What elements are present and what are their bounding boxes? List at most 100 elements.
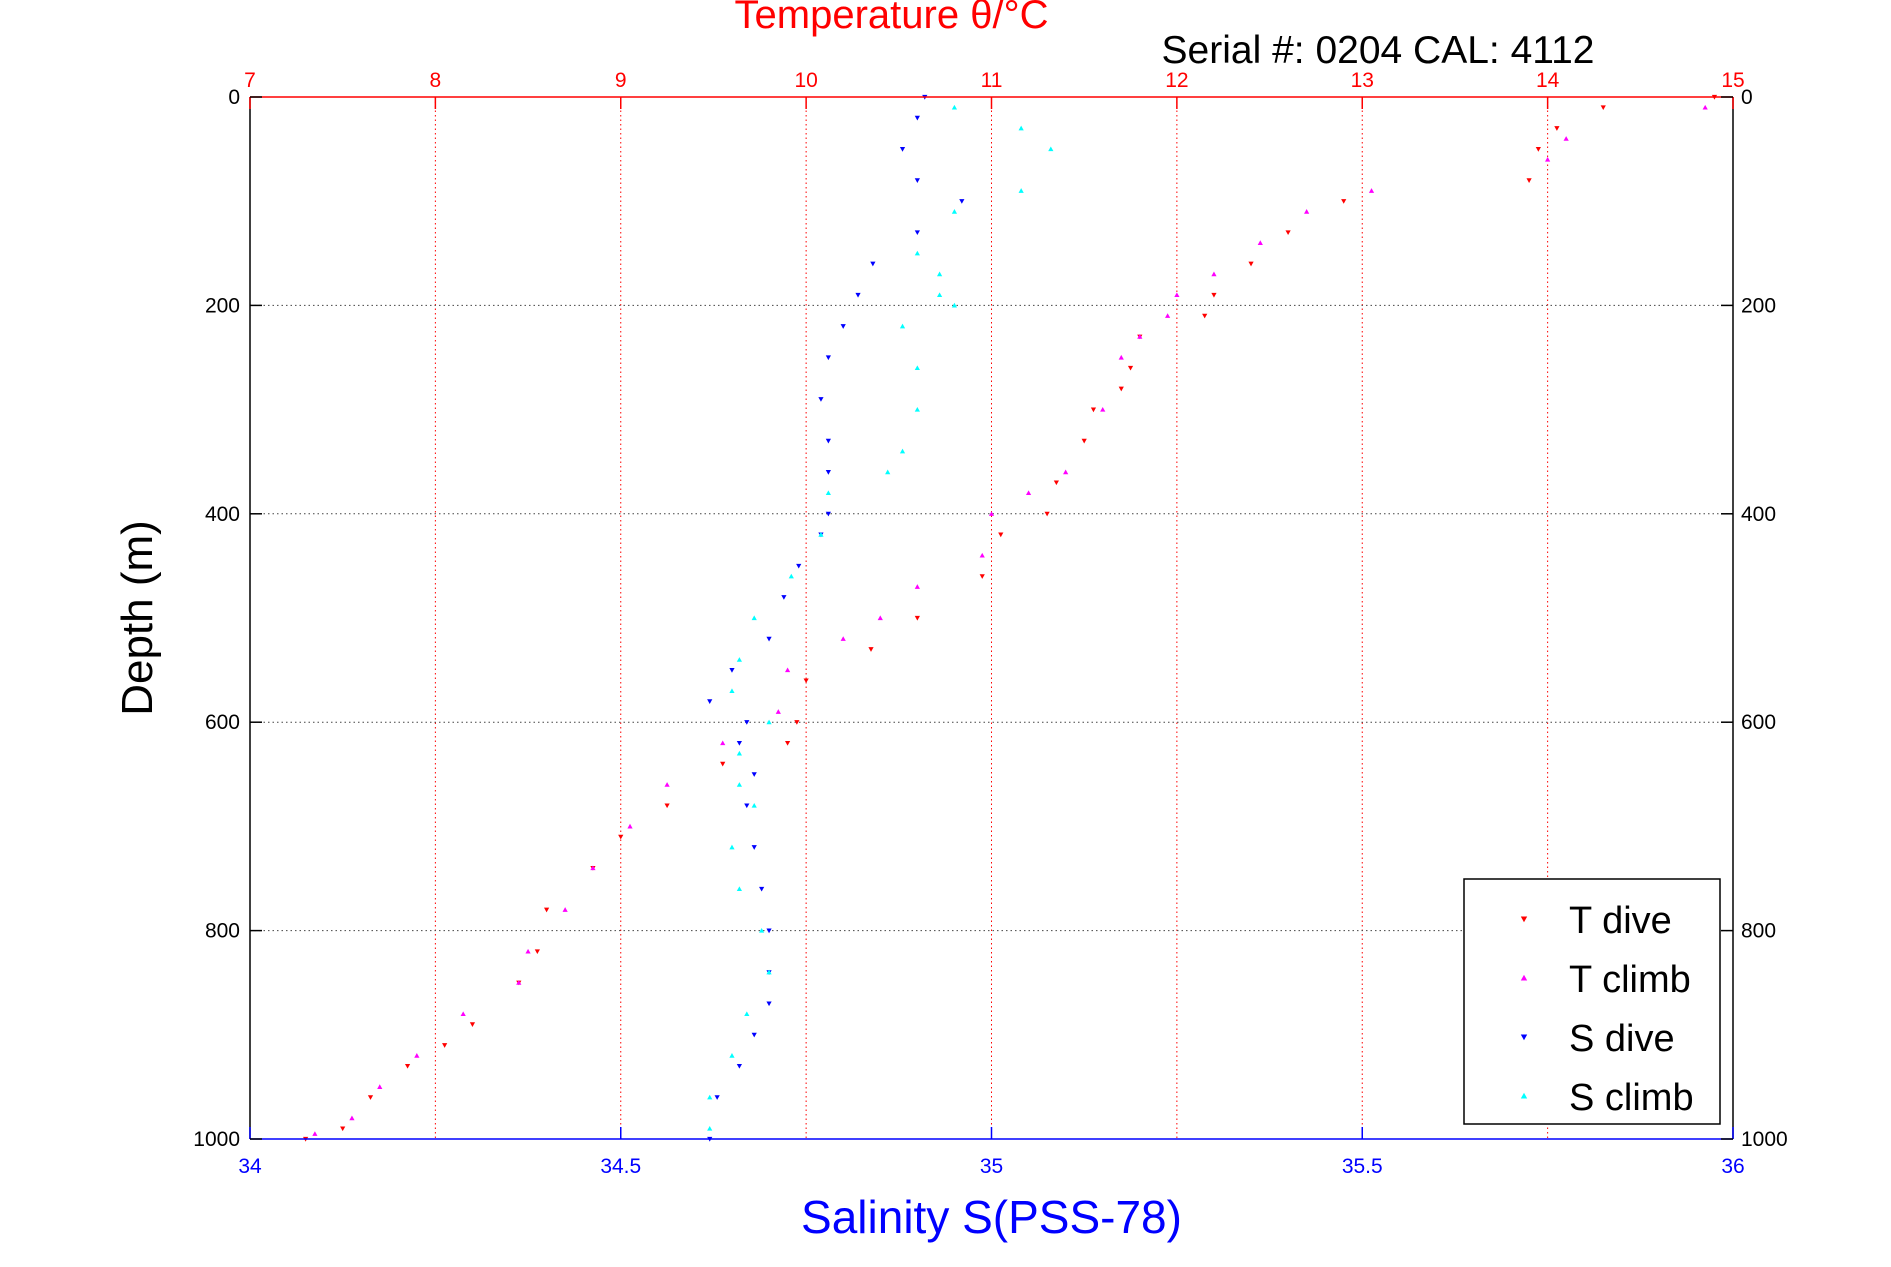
data-point	[1118, 354, 1124, 360]
bottom-tick-label: 34	[238, 1155, 262, 1178]
data-point	[729, 844, 735, 850]
data-point	[825, 470, 831, 475]
data-point	[784, 667, 791, 673]
data-point	[377, 1084, 383, 1089]
data-point	[714, 1095, 720, 1100]
data-point	[1044, 511, 1050, 517]
data-point	[525, 948, 531, 954]
data-point	[914, 584, 920, 589]
data-point	[544, 907, 550, 913]
data-point	[855, 292, 861, 298]
data-point	[736, 657, 742, 662]
legend-label: S dive	[1569, 1018, 1675, 1060]
data-point	[707, 1125, 713, 1131]
data-point	[736, 782, 742, 787]
chart-title: Temperature θ/°C	[735, 0, 1049, 37]
data-point	[914, 115, 920, 121]
top-tick-label: 7	[244, 69, 256, 92]
data-point	[367, 1095, 374, 1100]
data-point	[885, 469, 891, 475]
data-point	[751, 615, 757, 621]
data-point	[562, 907, 568, 912]
data-point	[414, 1053, 420, 1058]
data-point	[1554, 126, 1560, 131]
legend-item: S dive	[1520, 1018, 1675, 1060]
data-point	[736, 750, 742, 756]
data-point	[899, 323, 906, 329]
data-point	[877, 615, 883, 621]
data-point	[751, 845, 757, 850]
data-point	[1211, 292, 1217, 298]
data-point	[349, 1115, 355, 1121]
top-tick-label: 10	[794, 69, 817, 92]
legend: T dive T climb S dive S climb	[1463, 878, 1721, 1125]
data-point	[825, 438, 831, 444]
data-point	[751, 772, 757, 777]
data-point	[720, 740, 726, 746]
data-point	[840, 636, 846, 641]
data-point	[1304, 209, 1310, 214]
data-point	[1526, 178, 1532, 183]
legend-item: T dive	[1520, 900, 1672, 942]
data-point	[840, 324, 846, 329]
data-point	[825, 355, 831, 361]
data-point	[870, 261, 876, 267]
data-point	[751, 1032, 757, 1038]
data-point	[469, 1022, 476, 1027]
data-point	[1545, 156, 1551, 162]
left-tick-label: 1000	[193, 1128, 240, 1151]
legend-marker	[1520, 1034, 1528, 1041]
data-point	[1211, 271, 1217, 277]
legend-label: T climb	[1569, 959, 1691, 1001]
right-tick-label: 1000	[1741, 1128, 1788, 1151]
data-point	[1025, 490, 1032, 496]
data-point	[729, 1053, 735, 1058]
data-point	[1535, 147, 1541, 152]
left-tick-label: 0	[228, 86, 240, 109]
data-point	[1063, 469, 1069, 475]
series-t-dive	[303, 94, 1718, 1142]
right-tick-label: 0	[1741, 86, 1753, 109]
data-point	[794, 720, 800, 725]
legend-box	[1463, 878, 1721, 1125]
top-tick-label: 8	[430, 69, 442, 92]
y-axis-label-depth: Depth (m)	[113, 520, 162, 716]
data-point	[664, 782, 670, 787]
data-point	[590, 865, 596, 871]
data-point	[951, 104, 958, 110]
data-point	[936, 271, 943, 277]
legend-label: S climb	[1569, 1077, 1694, 1119]
data-point	[914, 365, 920, 370]
data-point	[1053, 480, 1059, 486]
x-axis-label-salinity: Salinity S(PSS-78)	[801, 1191, 1182, 1243]
data-point	[707, 1094, 713, 1100]
left-tick-label: 400	[205, 503, 240, 526]
top-tick-label: 13	[1351, 69, 1374, 92]
data-point	[825, 490, 831, 496]
right-tick-label: 800	[1741, 920, 1776, 943]
data-point	[1202, 313, 1208, 319]
data-point	[914, 250, 920, 256]
data-point	[751, 802, 757, 808]
bottom-tick-label: 35.5	[1342, 1155, 1383, 1178]
data-point	[914, 615, 920, 621]
data-point	[1174, 292, 1180, 298]
data-point	[460, 1011, 466, 1017]
bottom-tick-label: 35	[980, 1155, 1003, 1178]
data-point	[1702, 104, 1708, 110]
data-point	[784, 740, 791, 746]
data-point	[442, 1043, 448, 1048]
data-point	[1563, 136, 1569, 141]
legend-item: S climb	[1520, 1077, 1694, 1119]
top-tick-label: 14	[1536, 69, 1560, 92]
data-point	[1285, 230, 1291, 236]
right-tick-label: 400	[1741, 503, 1776, 526]
series-layer	[303, 94, 1718, 1142]
data-point	[759, 928, 765, 933]
top-tick-label: 11	[981, 69, 1003, 92]
data-point	[979, 552, 985, 558]
data-point	[998, 532, 1004, 538]
data-point	[404, 1063, 411, 1069]
data-point	[788, 573, 794, 579]
